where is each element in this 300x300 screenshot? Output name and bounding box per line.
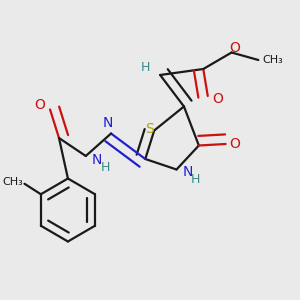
Text: N: N	[183, 166, 194, 179]
Text: CH₃: CH₃	[263, 55, 284, 65]
Text: O: O	[34, 98, 45, 112]
Text: O: O	[229, 41, 240, 55]
Text: O: O	[229, 137, 240, 151]
Text: H: H	[141, 61, 150, 74]
Text: S: S	[146, 122, 154, 136]
Text: CH₃: CH₃	[2, 177, 23, 187]
Text: H: H	[191, 172, 200, 186]
Text: O: O	[213, 92, 224, 106]
Text: N: N	[103, 116, 113, 130]
Text: N: N	[92, 153, 102, 166]
Text: H: H	[100, 161, 110, 174]
